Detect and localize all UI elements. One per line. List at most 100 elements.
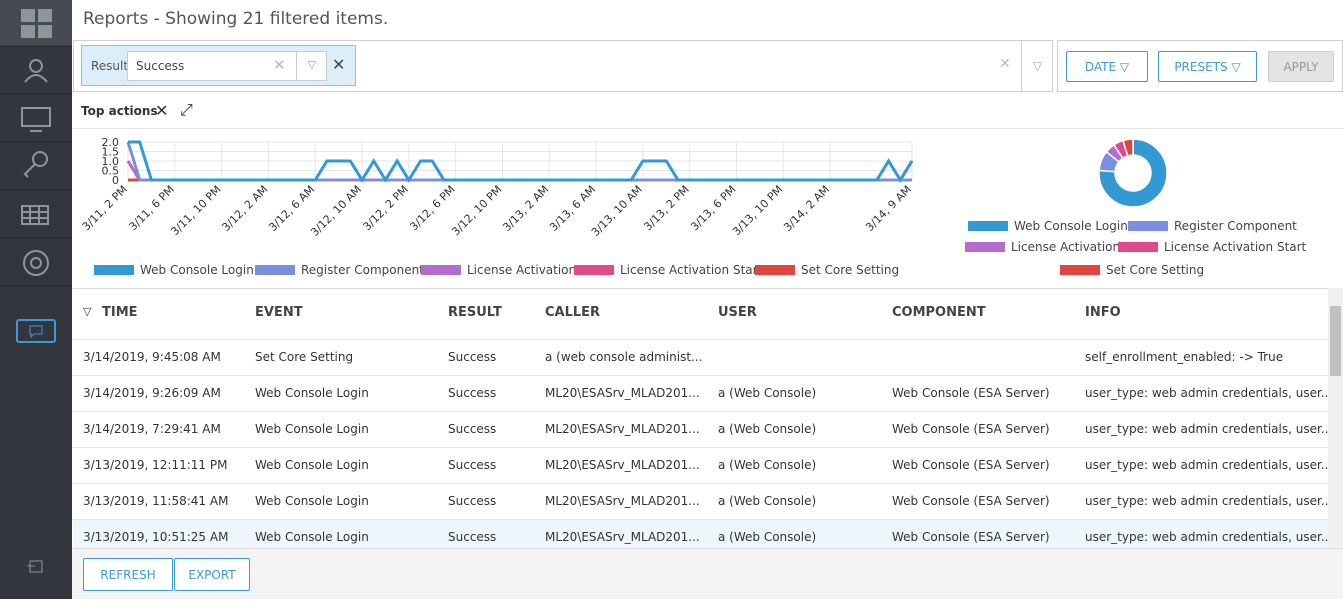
legend-label: License Activation [467, 263, 576, 277]
legend-label: Set Core Setting [801, 263, 899, 277]
y-tick-label: 2.0 [102, 136, 120, 149]
table-cell: 3/14/2019, 9:26:09 AM [83, 386, 221, 400]
x-tick-label: 3/12, 10 PM [449, 183, 504, 238]
column-header: INFO [1085, 305, 1121, 320]
x-tick-label: 3/11, 2 PM [80, 183, 130, 233]
refresh-label: REFRESH [100, 567, 156, 582]
x-tick-label: 3/13, 10 PM [730, 183, 785, 238]
x-tick-label: 3/14, 2 AM [781, 183, 832, 234]
widget-title: Top actions [81, 104, 158, 118]
legend-swatch [255, 265, 295, 275]
close-widget[interactable]: ✕ [155, 101, 169, 120]
x-tick-label: 3/12, 2 PM [361, 183, 411, 233]
table-row[interactable] [73, 339, 1328, 375]
table-row[interactable] [73, 447, 1328, 483]
filter-input[interactable]: Success ✕ ▽ [127, 51, 327, 81]
clear-all[interactable]: ✕ [999, 56, 1011, 72]
table-cell: Web Console Login [255, 458, 369, 472]
column-header: CALLER [545, 305, 601, 320]
legend-swatch [1128, 221, 1168, 231]
table-cell: Web Console Login [255, 494, 369, 508]
export-button[interactable]: EXPORT [174, 558, 250, 591]
table-cell: 3/13/2019, 11:58:41 AM [83, 494, 229, 508]
table-cell: 3/13/2019, 10:51:25 AM [83, 530, 229, 544]
table-cell: a (Web Console) [718, 458, 817, 472]
table-cell: Web Console Login [255, 530, 369, 544]
table-cell: Web Console (ESA Server) [892, 422, 1050, 436]
table-cell: user_type: web admin credentials, user..… [1085, 494, 1333, 508]
table-cell: ML20\ESASrv_MLAD201... [545, 458, 700, 472]
expand-widget[interactable]: ⤢ [180, 100, 193, 119]
legend-label: License Activation Start [620, 263, 763, 277]
apply-button[interactable]: APPLY [1268, 51, 1334, 82]
sidebar [0, 0, 72, 599]
x-tick-label: 3/13, 6 PM [688, 183, 738, 233]
widget-header: Top actions ✕ ⤢ [73, 97, 1343, 129]
x-tick-label: 3/13, 2 PM [641, 183, 691, 233]
y-tick-label: 0.5 [102, 165, 120, 178]
column-header: COMPONENT [892, 305, 986, 320]
footer: REFRESH EXPORT [72, 548, 1343, 599]
table-cell: Success [448, 422, 497, 436]
presets-button[interactable]: PRESETS ▽ [1158, 51, 1257, 82]
clear-icon[interactable]: ✕ [273, 56, 286, 74]
table-cell: self_enrollment_enabled: -> True [1085, 350, 1284, 364]
table-cell: ML20\ESASrv_MLAD201... [545, 494, 700, 508]
table-cell: Web Console (ESA Server) [892, 458, 1050, 472]
apply-label: APPLY [1283, 59, 1319, 74]
pie-slice [1098, 138, 1168, 208]
date-label: DATE [1084, 59, 1117, 74]
table-cell: user_type: web admin credentials, user..… [1085, 530, 1333, 544]
table-cell: 3/14/2019, 9:45:08 AM [83, 350, 221, 364]
x-tick-label: 3/14, 9 AM [863, 183, 914, 234]
legend-label: Web Console Login [140, 263, 254, 277]
y-tick-label: 1.0 [102, 155, 120, 168]
legend-swatch [421, 265, 461, 275]
sidebar-icons [0, 0, 72, 573]
legend-swatch [968, 221, 1008, 231]
table-cell: a (Web Console) [718, 530, 817, 544]
table-row[interactable] [73, 483, 1328, 519]
legend-label: Register Component [301, 263, 424, 277]
table-cell: Success [448, 530, 497, 544]
column-header: TIME [102, 305, 138, 320]
legend-swatch [574, 265, 614, 275]
table-cell: Success [448, 386, 497, 400]
table-cell: a (web console administ... [545, 350, 703, 364]
filter-value: Success [136, 59, 185, 73]
table-cell: 3/13/2019, 12:11:11 PM [83, 458, 228, 472]
legend-swatch [965, 242, 1005, 252]
presets-label: PRESETS [1174, 59, 1228, 74]
filter-chip: Result Success ✕ ▽ ✕ [81, 45, 356, 86]
x-tick-label: 3/12, 6 AM [266, 183, 317, 234]
charts: 00.51.01.52.0 3/11, 2 PM3/11, 6 PM3/11, 1… [80, 136, 1307, 277]
table-cell: user_type: web admin credentials, user..… [1085, 458, 1333, 472]
scrollbar[interactable] [1328, 288, 1343, 548]
pie-slice [1122, 138, 1134, 157]
table-cell: ML20\ESASrv_MLAD201... [545, 386, 700, 400]
table-row[interactable] [73, 411, 1328, 447]
column-header: RESULT [448, 305, 502, 320]
table-cell: user_type: web admin credentials, user..… [1085, 422, 1333, 436]
filter-dropdown[interactable]: ▽ [1021, 40, 1053, 92]
date-button[interactable]: DATE ▽ [1066, 51, 1148, 82]
table-cell: Web Console Login [255, 422, 369, 436]
report-table: ▽ TIME EVENT RESULT CALLER USER COMPONENT INFO 3… [73, 288, 1332, 555]
filter-bar [73, 40, 1053, 92]
remove-filter[interactable]: ✕ [332, 55, 346, 74]
table-cell: Success [448, 350, 497, 364]
column-header: USER [718, 305, 757, 320]
table-cell: 3/14/2019, 7:29:41 AM [83, 422, 221, 436]
dropdown-icon[interactable]: ▽ [296, 52, 327, 80]
x-tick-label: 3/12, 2 AM [219, 183, 270, 234]
refresh-button[interactable]: REFRESH [83, 558, 173, 591]
table-cell: user_type: web admin credentials, user..… [1085, 386, 1333, 400]
page-title: Reports - Showing 21 filtered items. [83, 9, 389, 29]
x-tick-label: 3/13, 6 AM [547, 183, 598, 234]
table-cell: Success [448, 458, 497, 472]
table-cell: Web Console (ESA Server) [892, 494, 1050, 508]
legend-label: Set Core Setting [1106, 263, 1204, 277]
table-row[interactable] [73, 375, 1328, 411]
legend-label: License Activation [1011, 240, 1120, 254]
legend-label: Register Component [1174, 219, 1297, 233]
